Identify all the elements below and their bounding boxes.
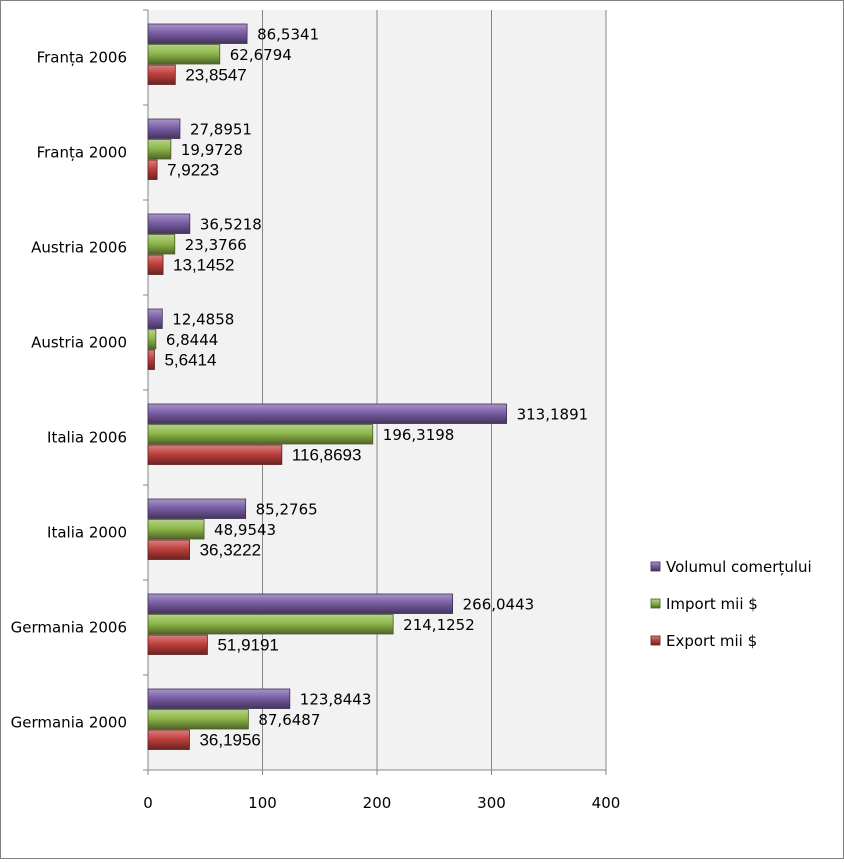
- data-label: 214,1252: [403, 616, 475, 634]
- bar: [147, 64, 176, 85]
- legend-label: Import mii $: [666, 595, 758, 613]
- bar: [147, 254, 164, 275]
- category-label: Germania 2006: [11, 619, 127, 637]
- data-label: 5,6414: [164, 350, 216, 369]
- legend-label: Volumul comerțului: [666, 558, 812, 576]
- legend-swatch: [650, 561, 661, 572]
- bar: [147, 614, 394, 635]
- data-label: 313,1891: [517, 405, 589, 423]
- data-label: 123,8443: [300, 690, 372, 708]
- bar: [147, 159, 158, 180]
- bar: [147, 139, 172, 160]
- bar: [147, 593, 454, 614]
- bar: [147, 213, 191, 234]
- data-label: 51,9191: [217, 635, 278, 654]
- category-label: Germania 2000: [11, 714, 127, 732]
- data-label: 48,9543: [214, 521, 276, 539]
- data-label: 86,5341: [257, 25, 319, 43]
- data-label: 12,4858: [172, 310, 234, 328]
- data-label: 85,2765: [256, 500, 318, 518]
- data-label: 62,6794: [230, 46, 292, 64]
- bar: [147, 23, 248, 44]
- x-tick-label: 400: [592, 794, 621, 812]
- x-tick-label: 100: [248, 794, 277, 812]
- bar: [147, 729, 190, 750]
- category-label: Austria 2006: [31, 239, 127, 257]
- data-label: 116,8693: [292, 445, 362, 464]
- bar: [147, 519, 205, 540]
- data-label: 36,5218: [200, 215, 262, 233]
- bar: [147, 709, 249, 730]
- category-label: Italia 2000: [47, 524, 127, 542]
- bar: [147, 234, 176, 255]
- data-label: 19,9728: [181, 141, 243, 159]
- legend-swatch: [650, 635, 661, 646]
- bar: [147, 349, 155, 370]
- bar: [147, 308, 163, 329]
- bar: [147, 539, 190, 560]
- data-label: 36,1956: [199, 730, 260, 749]
- x-tick-label: 0: [143, 794, 153, 812]
- category-label: Italia 2006: [47, 429, 127, 447]
- data-label: 27,8951: [190, 120, 252, 138]
- data-label: 196,3198: [383, 426, 455, 444]
- category-label: Franța 2000: [37, 144, 127, 162]
- category-label: Franța 2006: [37, 49, 127, 67]
- x-tick-label: 300: [477, 794, 506, 812]
- legend-label: Export mii $: [666, 632, 757, 650]
- bar: [147, 634, 208, 655]
- data-label: 36,3222: [200, 540, 261, 559]
- bar: [147, 444, 283, 465]
- bar: [147, 118, 181, 139]
- bar: [147, 329, 157, 350]
- data-label: 23,8547: [185, 65, 246, 84]
- legend-swatch: [650, 598, 661, 609]
- bar: [147, 424, 374, 445]
- data-label: 23,3766: [185, 236, 247, 254]
- data-label: 13,1452: [173, 255, 234, 274]
- data-label: 6,8444: [166, 331, 219, 349]
- x-tick-label: 200: [363, 794, 392, 812]
- data-label: 87,6487: [258, 711, 320, 729]
- bar: [147, 498, 247, 519]
- data-label: 266,0443: [463, 595, 535, 613]
- category-label: Austria 2000: [31, 334, 127, 352]
- data-label: 7,9223: [167, 160, 219, 179]
- bar: [147, 44, 221, 65]
- bar: [147, 403, 508, 424]
- bar: [147, 688, 291, 709]
